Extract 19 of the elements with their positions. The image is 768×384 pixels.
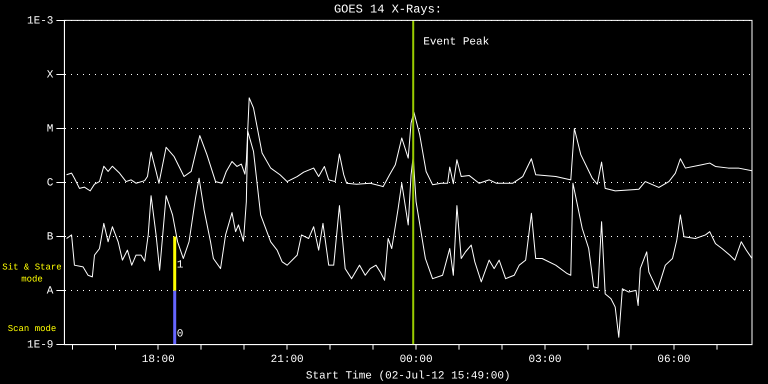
y-tick-label: 1E-3 — [27, 15, 54, 28]
text: Scan mode — [8, 324, 56, 334]
y-tick-label: A — [46, 285, 54, 298]
ref-line-label: Event Peak — [423, 36, 490, 48]
x-tick-label: 03:00 — [528, 354, 562, 366]
y-tick-label: B — [46, 231, 54, 244]
y-tick-label: M — [46, 123, 54, 136]
x-tick-label: 21:00 — [270, 354, 304, 366]
annotation: 0 — [176, 328, 184, 340]
x-tick-label: 00:00 — [400, 354, 433, 366]
x-tick-label: 18:00 — [142, 354, 175, 366]
x-tick-label: 06:00 — [657, 354, 690, 366]
y-tick-label: 1E-9 — [27, 340, 54, 352]
y-tick-label: X — [46, 69, 54, 82]
annotation: 1 — [176, 260, 184, 272]
y-tick-label: C — [46, 177, 54, 190]
text: Sit & Stare mode — [2, 262, 62, 285]
chart-title: GOES 14 X-Rays: — [334, 2, 442, 16]
x-axis-title: Start Time (02-Jul-12 15:49:00) — [306, 370, 511, 382]
